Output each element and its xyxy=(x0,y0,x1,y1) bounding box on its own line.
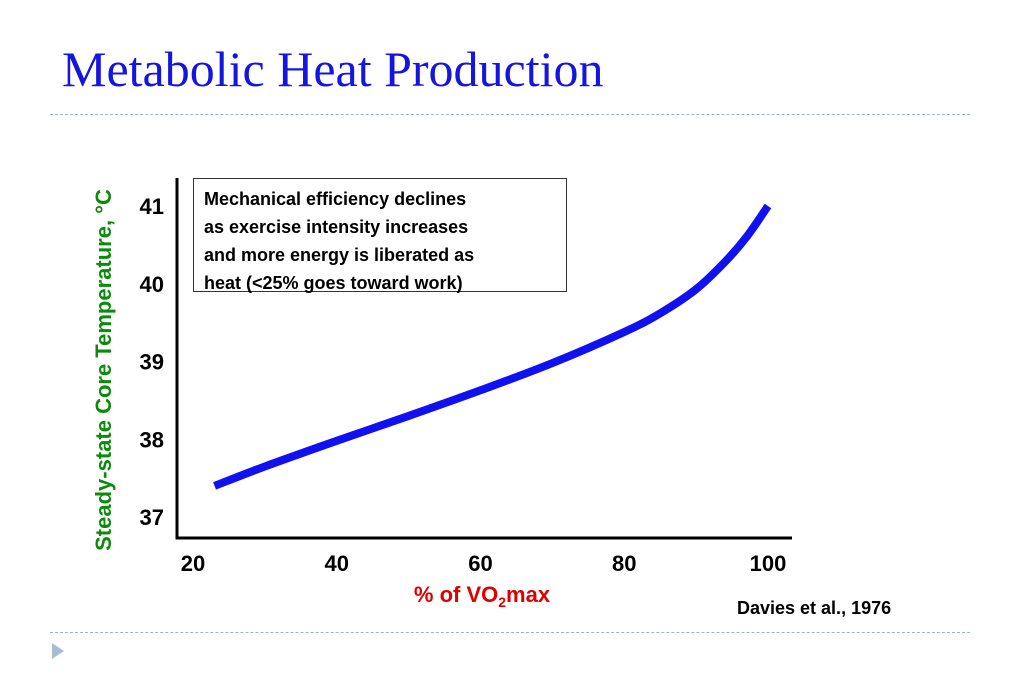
y-axis-label: Steady-state Core Temperature, °C xyxy=(91,189,116,551)
series-line xyxy=(213,203,772,490)
x-axis-label-prefix: % of VO xyxy=(413,582,499,607)
annotation-line: heat (<25% goes toward work) xyxy=(204,273,463,293)
y-tick-label: 38 xyxy=(140,427,164,452)
x-tick-label: 100 xyxy=(750,551,787,576)
x-tick-label: 80 xyxy=(612,551,636,576)
x-tick-label: 40 xyxy=(325,551,349,576)
annotation-line: Mechanical efficiency declines xyxy=(204,189,467,209)
bullet-arrow-icon xyxy=(52,643,64,659)
y-tick-label: 41 xyxy=(140,194,164,219)
x-axis-label-subscript: 2 xyxy=(498,594,507,610)
top-divider xyxy=(50,114,970,115)
y-tick-label: 37 xyxy=(140,505,164,530)
annotation-line: as exercise intensity increases xyxy=(204,217,469,237)
bottom-divider xyxy=(50,632,970,633)
y-tick-label: 39 xyxy=(140,350,164,375)
x-tick-label: 20 xyxy=(181,551,205,576)
y-tick-label: 40 xyxy=(140,272,164,297)
annotation-line: and more energy is liberated as xyxy=(204,245,475,265)
annotation-box: Mechanical efficiency declines as exerci… xyxy=(193,178,567,293)
slide-title: Metabolic Heat Production xyxy=(62,41,604,97)
source-citation: Davies et al., 1976 xyxy=(737,598,892,618)
x-axis-label: % of VO2max xyxy=(414,582,550,610)
x-tick-label: 60 xyxy=(468,551,492,576)
x-axis-label-suffix: max xyxy=(506,582,551,607)
